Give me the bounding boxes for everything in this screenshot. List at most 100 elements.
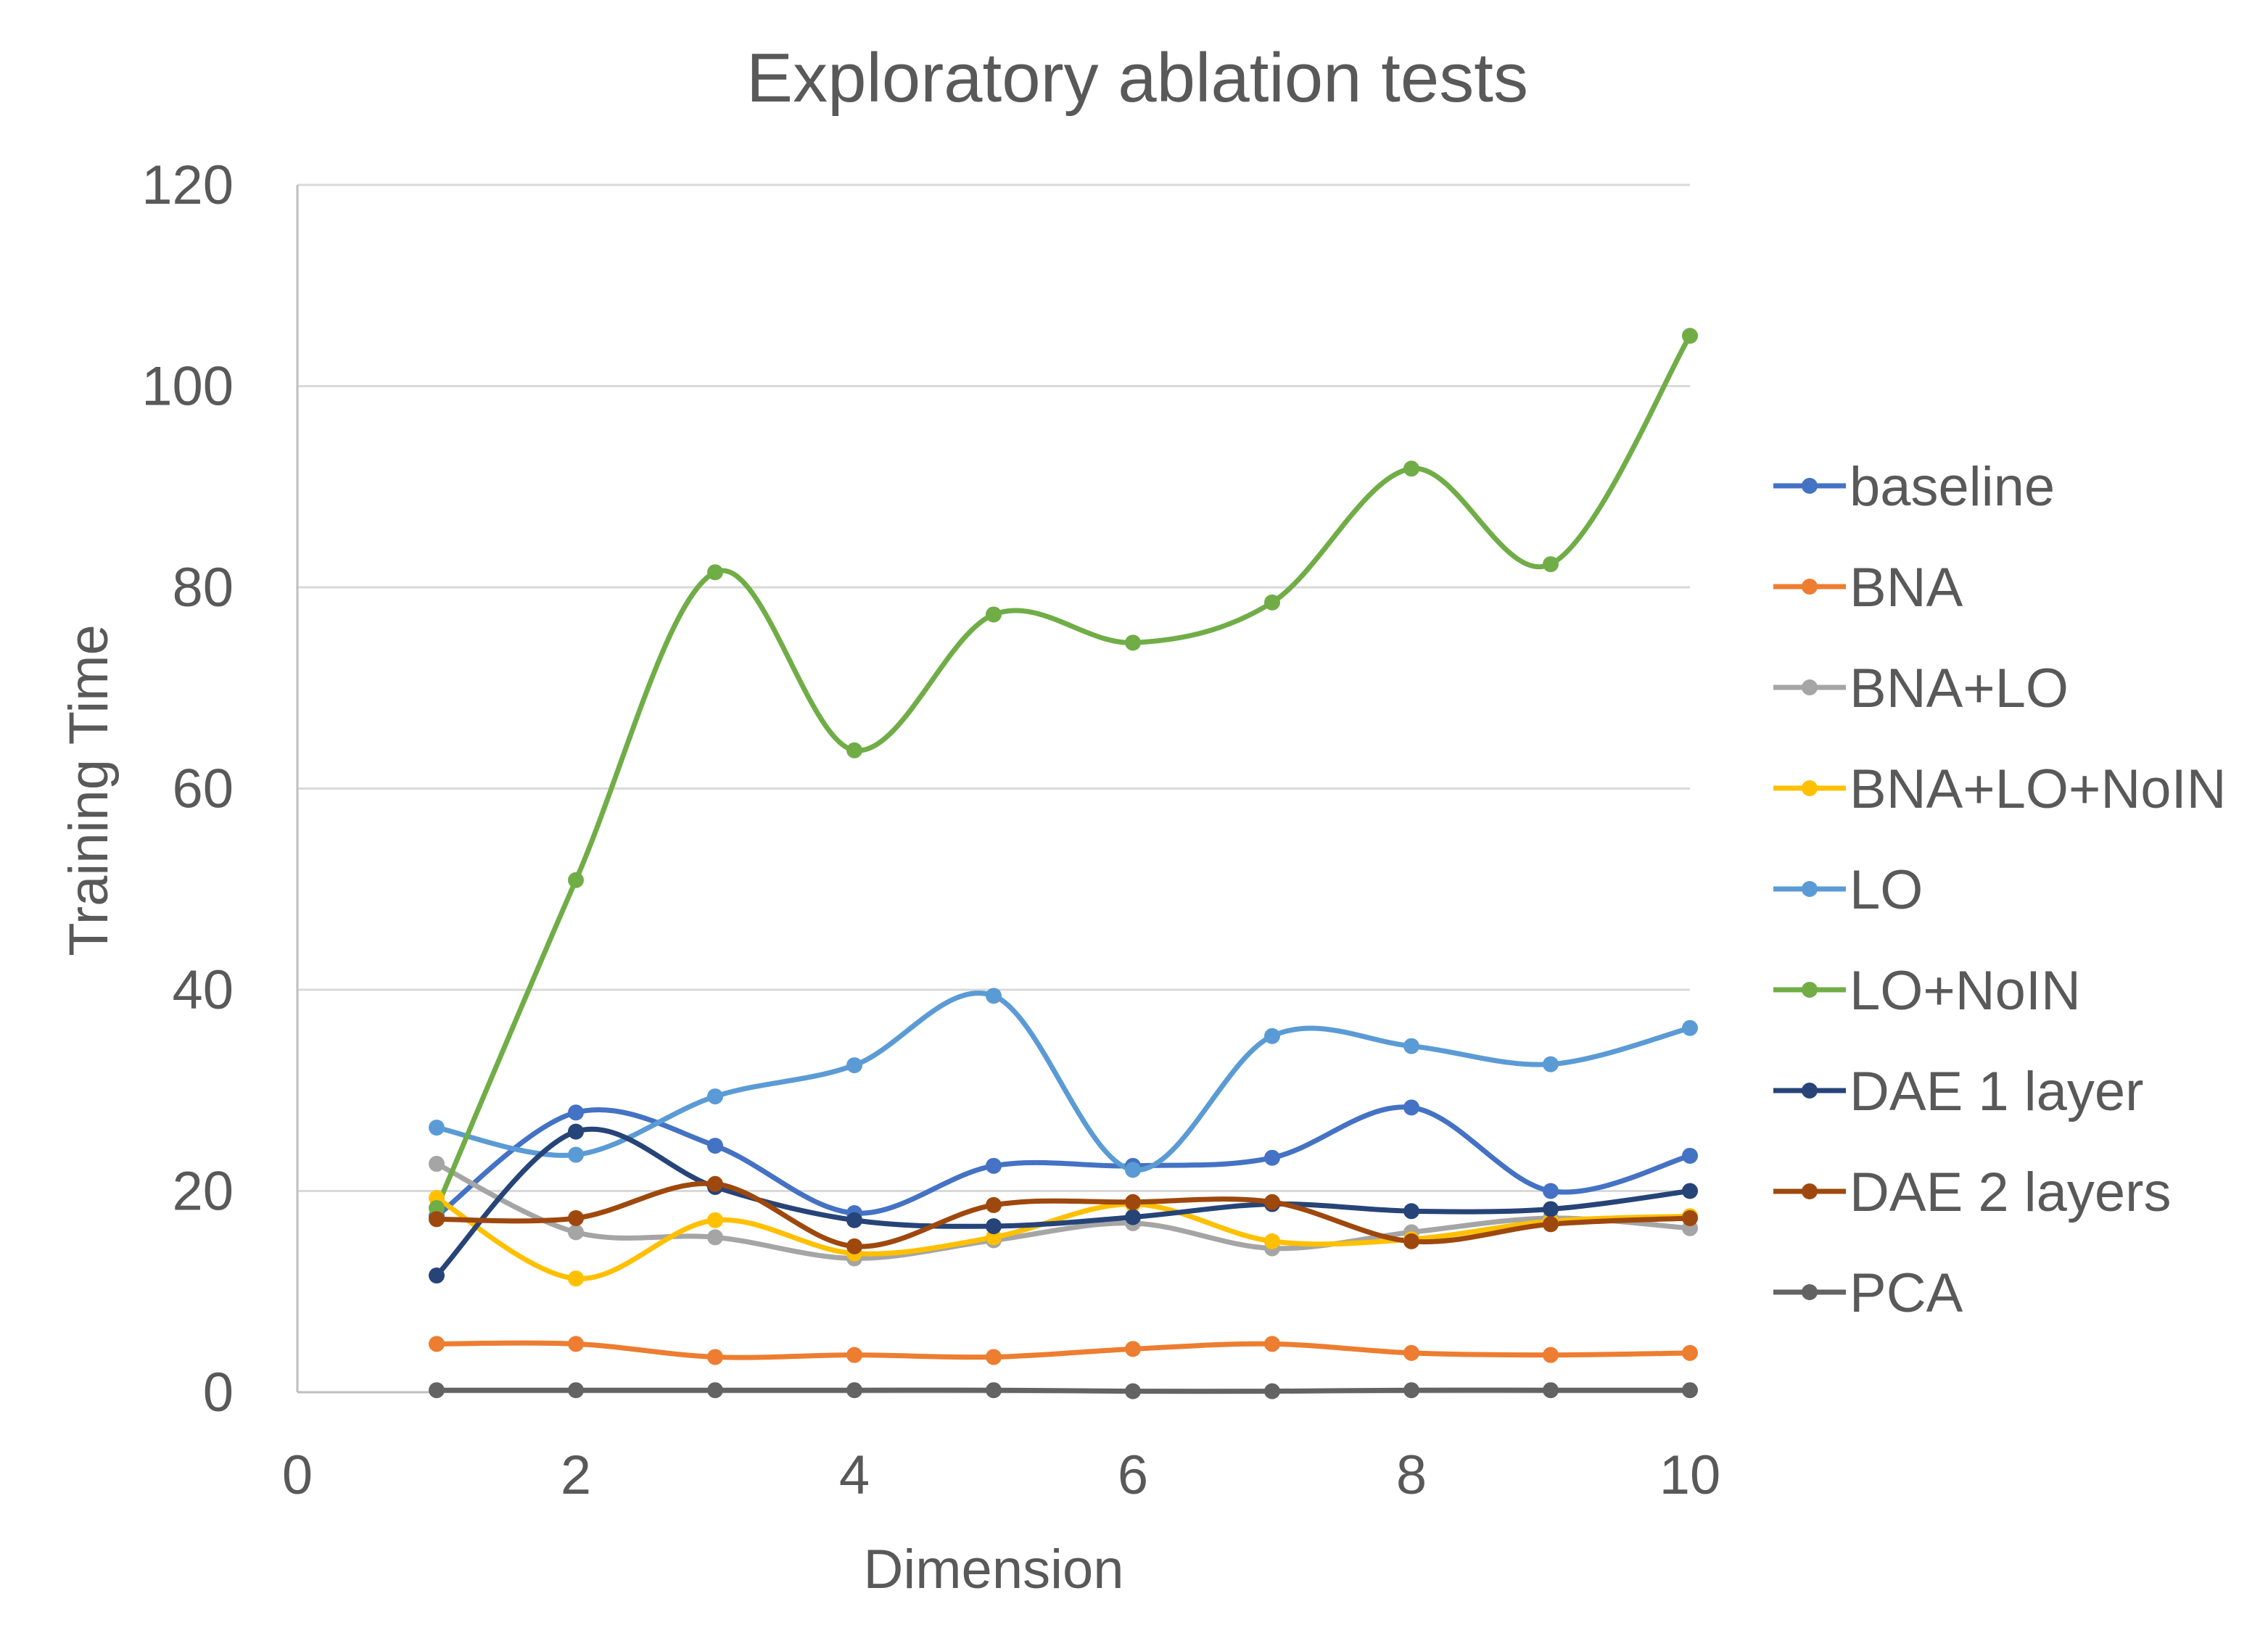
legend-marker (1802, 780, 1818, 796)
data-point (568, 1270, 584, 1287)
data-point (429, 1267, 445, 1284)
y-tick-label: 0 (203, 1362, 234, 1423)
y-tick-label: 100 (141, 356, 234, 418)
y-tick-label: 20 (172, 1161, 234, 1223)
legend-item: baseline (1773, 456, 2055, 518)
data-point (568, 1146, 584, 1163)
data-point (986, 1382, 1002, 1399)
legend-label: DAE 2 layers (1850, 1162, 2172, 1223)
data-point (1543, 556, 1559, 573)
data-point (568, 1123, 584, 1140)
data-point (707, 1229, 723, 1246)
data-point (1403, 1038, 1419, 1054)
data-point (1682, 1020, 1698, 1036)
legend-label: LO+NoIN (1850, 960, 2081, 1022)
data-point (1543, 1056, 1559, 1072)
data-point (1264, 594, 1280, 611)
series-line-bna-lo (434, 1161, 1693, 1261)
legend-marker (1802, 579, 1818, 595)
data-point (846, 1238, 862, 1254)
y-tick-label: 60 (172, 758, 234, 820)
data-point (1264, 1233, 1280, 1249)
data-point (1125, 1162, 1141, 1178)
series-line-lo-noin (434, 333, 1693, 1211)
y-axis-label: Training Time (58, 624, 120, 956)
data-point (1543, 1382, 1559, 1399)
data-point (1125, 1341, 1141, 1357)
data-point (1125, 1209, 1141, 1225)
data-point (986, 1349, 1002, 1365)
data-point (429, 1120, 445, 1136)
x-tick-label: 10 (1659, 1444, 1721, 1506)
data-point (568, 1104, 584, 1121)
data-point (707, 1349, 723, 1365)
legend-item: DAE 1 layer (1773, 1061, 2144, 1122)
data-point (986, 606, 1002, 623)
data-point (986, 1229, 1002, 1246)
series-line-dae-1-layer (434, 1126, 1693, 1278)
data-point (1264, 1336, 1280, 1352)
data-point (986, 1218, 1002, 1235)
data-point (429, 1156, 445, 1173)
legend-item: BNA (1773, 557, 1963, 619)
series-lines (434, 333, 1693, 1394)
data-point (1403, 1099, 1419, 1116)
data-point (429, 1211, 445, 1228)
legend-marker (1802, 1284, 1818, 1300)
data-point (568, 872, 584, 888)
chart-title: Exploratory ablation tests (746, 39, 1528, 117)
x-tick-label: 0 (282, 1444, 313, 1506)
data-point (1682, 1344, 1698, 1361)
x-tick-label: 8 (1396, 1444, 1427, 1506)
data-point (1543, 1201, 1559, 1217)
data-point (846, 1347, 862, 1363)
data-point (1125, 1194, 1141, 1210)
legend-label: PCA (1850, 1262, 1963, 1324)
data-point (429, 1336, 445, 1352)
legend-label: BNA+LO (1850, 658, 2069, 719)
data-point (1682, 1382, 1698, 1399)
data-point (1682, 328, 1698, 344)
legend-label: baseline (1850, 456, 2055, 518)
data-point (846, 1212, 862, 1228)
data-point (1264, 1383, 1280, 1399)
data-point (1403, 460, 1419, 477)
data-point (1543, 1347, 1559, 1363)
data-point (1682, 1209, 1698, 1226)
axes: 0 20 40 60 80 100 120 0 2 4 6 8 10 (141, 154, 1720, 1506)
legend-label: DAE 1 layer (1850, 1061, 2144, 1122)
data-point (1403, 1233, 1419, 1249)
data-point (429, 1200, 445, 1217)
legend-marker (1802, 982, 1818, 998)
legend-label: BNA+LO+NoIN (1850, 758, 2227, 820)
data-points (429, 328, 1698, 1399)
data-point (707, 1212, 723, 1228)
legend-item: BNA+LO+NoIN (1773, 758, 2227, 820)
data-point (707, 1382, 723, 1399)
data-point (1403, 1203, 1419, 1220)
x-tick-label: 4 (839, 1444, 870, 1506)
y-tick-label: 40 (172, 959, 234, 1021)
x-tick-label: 2 (561, 1444, 591, 1506)
series-line-pca (434, 1387, 1693, 1394)
y-tick-label: 80 (172, 557, 234, 619)
data-point (429, 1382, 445, 1399)
data-point (1264, 1194, 1280, 1210)
legend: baseline BNA BNA+LO BNA+LO+NoIN LO LO+NoIN DAE… (1773, 456, 2227, 1324)
legend-item: LO+NoIN (1773, 960, 2081, 1022)
data-point (707, 564, 723, 581)
data-point (1264, 1027, 1280, 1044)
data-point (1403, 1344, 1419, 1361)
legend-marker (1802, 1183, 1818, 1199)
data-point (846, 1057, 862, 1074)
data-point (707, 1138, 723, 1154)
data-point (568, 1382, 584, 1399)
data-point (707, 1088, 723, 1105)
data-point (986, 988, 1002, 1004)
data-point (1543, 1216, 1559, 1233)
series-line-baseline (434, 1104, 1693, 1219)
data-point (986, 1196, 1002, 1213)
x-tick-label: 6 (1118, 1444, 1148, 1506)
